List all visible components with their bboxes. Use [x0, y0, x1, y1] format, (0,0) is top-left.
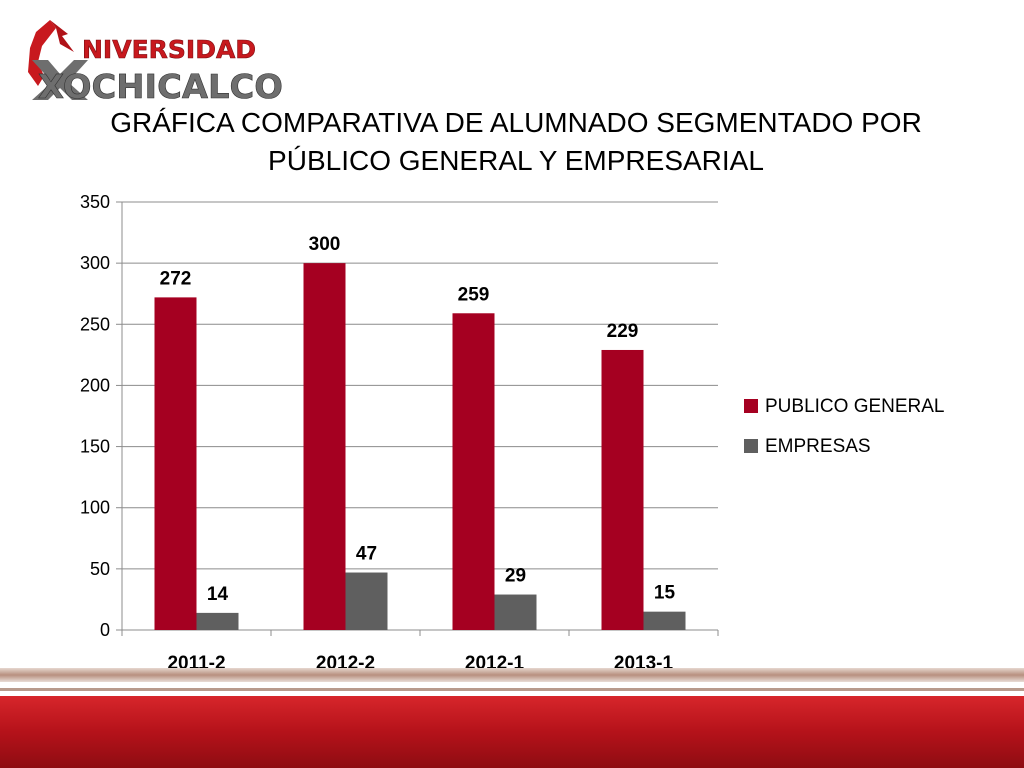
logo-red-mark [28, 20, 56, 86]
bar-chart: 0501001502002503003502011-2272142012-230… [80, 192, 945, 674]
y-tick-label: 300 [80, 253, 110, 273]
y-tick-label: 150 [80, 437, 110, 457]
bar [452, 313, 495, 630]
y-tick-label: 100 [80, 498, 110, 518]
y-tick-label: 0 [100, 620, 110, 640]
bar [601, 349, 644, 630]
chart-title: GRÁFICA COMPARATIVA DE ALUMNADO SEGMENTA… [60, 104, 972, 180]
legend-swatch [744, 399, 758, 413]
logo-text-top: NIVERSIDAD [82, 35, 256, 64]
footer-stripe-top [0, 668, 1024, 682]
data-label: 259 [458, 284, 490, 305]
y-tick-label: 50 [90, 559, 110, 579]
logo-text-bottom: XOCHICALCO [38, 67, 283, 102]
data-label: 14 [207, 584, 229, 605]
y-tick-label: 250 [80, 314, 110, 334]
bar [154, 297, 197, 630]
legend-swatch [744, 439, 758, 453]
data-label: 272 [160, 268, 192, 289]
y-tick-label: 350 [80, 192, 110, 212]
bar [494, 594, 537, 630]
data-label: 29 [505, 566, 526, 587]
university-logo: NIVERSIDAD XOCHICALCO [28, 20, 283, 102]
footer-stripe-line [0, 688, 1024, 691]
data-label: 229 [607, 321, 639, 342]
data-label: 47 [356, 544, 377, 565]
bar [196, 612, 239, 630]
legend-label: PUBLICO GENERAL [765, 396, 945, 417]
logo-grey-x [32, 60, 88, 100]
logo-red-arrow [50, 20, 74, 52]
chart-title-line-2: PÚBLICO GENERAL Y EMPRESARIAL [268, 145, 764, 176]
bar [643, 611, 686, 630]
data-label: 300 [309, 234, 341, 255]
y-tick-label: 200 [80, 375, 110, 395]
legend-label: EMPRESAS [765, 436, 871, 457]
footer-band [0, 668, 1024, 768]
chart-title-line-1: GRÁFICA COMPARATIVA DE ALUMNADO SEGMENTA… [110, 107, 922, 138]
bar [303, 263, 346, 630]
footer-red-bar [0, 696, 1024, 768]
data-label: 15 [654, 583, 676, 604]
bar [345, 572, 388, 630]
